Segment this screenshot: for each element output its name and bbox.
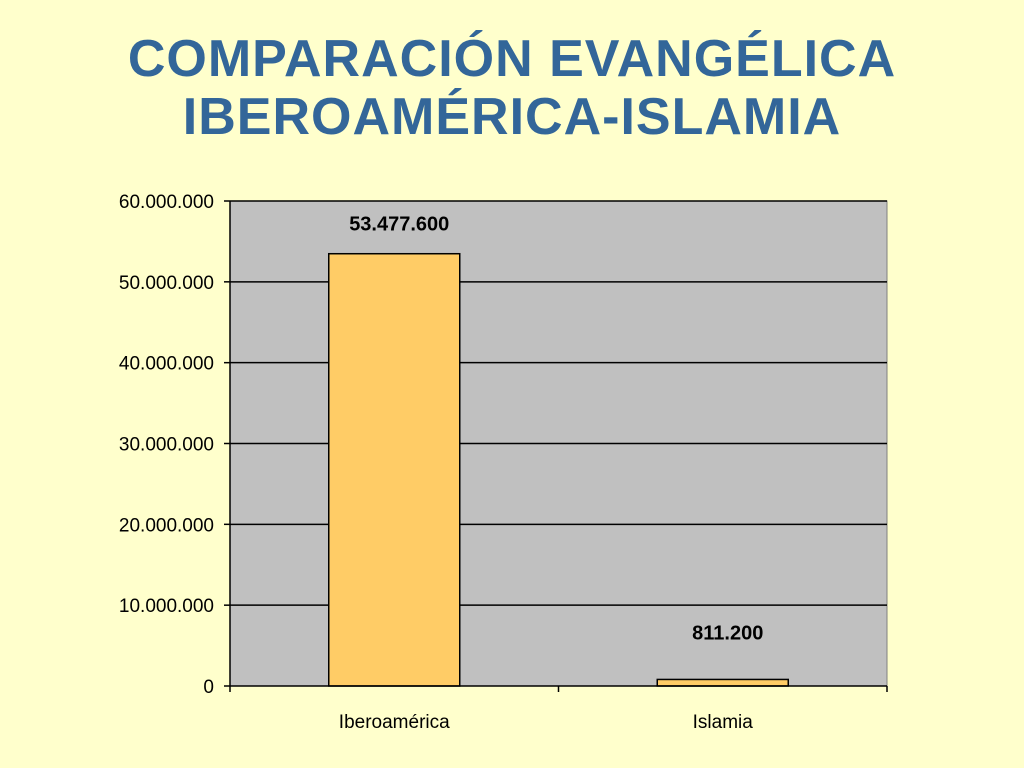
y-tick-label: 30.000.000	[119, 435, 214, 456]
x-tick-labels: Iberoamérica Islamia	[339, 712, 753, 733]
x-tick-label: Islamia	[693, 712, 754, 733]
y-tick-label: 20.000.000	[119, 515, 214, 536]
title-line-2: IBEROAMÉRICA-ISLAMIA	[182, 88, 842, 146]
bar-islamia	[656, 678, 789, 687]
bars	[328, 252, 789, 687]
y-tick-label: 40.000.000	[119, 354, 214, 375]
data-label: 811.200	[692, 622, 763, 644]
y-tick-label: 0	[203, 677, 214, 698]
x-tick-label: Iberoamérica	[339, 712, 450, 733]
y-tick-label: 60.000.000	[119, 192, 214, 213]
bar-iberoamerica	[328, 252, 461, 687]
data-label: 53.477.600	[349, 214, 449, 236]
data-labels: 53.477.600 811.200	[349, 214, 763, 645]
axes	[224, 200, 888, 692]
y-tick-label: 50.000.000	[119, 273, 214, 294]
y-tick-label: 10.000.000	[119, 596, 214, 617]
y-tick-labels: 0 10.000.000 20.000.000 30.000.000 40.000.00…	[119, 192, 214, 698]
slide-title: COMPARACIÓN EVANGÉLICA IBEROAMÉRICA-ISLA…	[0, 30, 1024, 146]
title-line-1: COMPARACIÓN EVANGÉLICA	[127, 30, 897, 88]
